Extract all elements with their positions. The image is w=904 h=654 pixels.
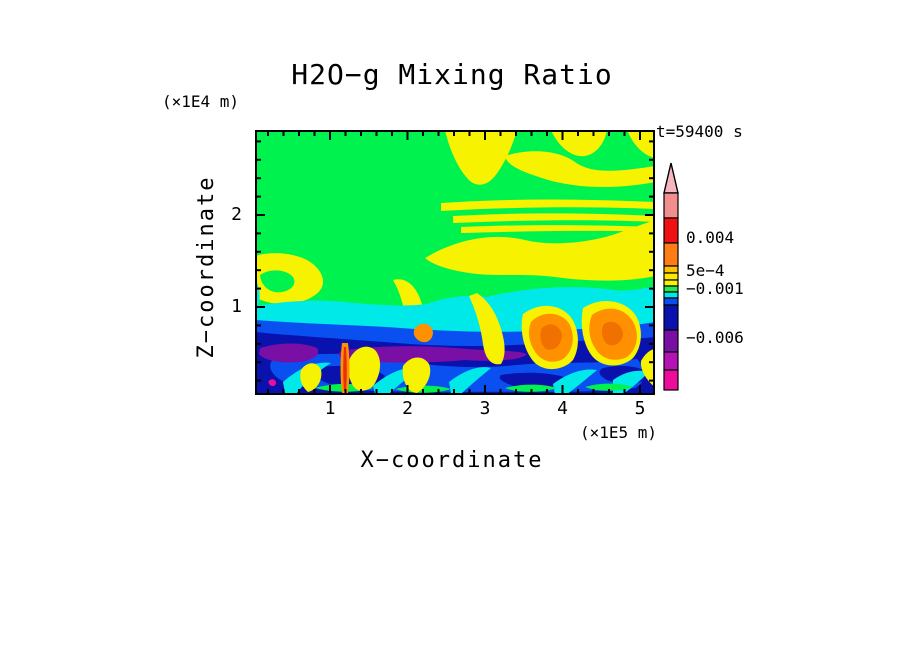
contour-region-red_orange xyxy=(343,347,347,391)
colorbar-arrow-tip xyxy=(663,162,679,194)
x-tick-label-4: 4 xyxy=(557,398,568,419)
x-axis-title: X−coordinate xyxy=(360,448,544,473)
x-tick-label-3: 3 xyxy=(479,398,491,419)
colorbar-label-0: 0.004 xyxy=(686,228,735,247)
y-tick-label-2: 2 xyxy=(231,204,242,225)
contour-region-yellow xyxy=(347,346,381,391)
colorbar-segment-3 xyxy=(663,265,679,274)
contour-region-orange xyxy=(413,323,433,343)
contour-region-yellow xyxy=(453,213,655,223)
colorbar-segment-8 xyxy=(663,297,679,306)
contour-region-yellow xyxy=(505,151,655,188)
page-title: H2O−g Mixing Ratio xyxy=(291,58,613,91)
contour-region-yellow xyxy=(425,220,655,281)
contour-plot xyxy=(255,130,655,395)
contour-region-orange_deep xyxy=(602,321,623,346)
colorbar-segment-4 xyxy=(663,272,679,281)
colorbar-segment-0 xyxy=(663,192,679,219)
colorbar-segment-2 xyxy=(663,242,679,267)
contour-region-orange_deep xyxy=(540,324,562,350)
contour-region-yellow xyxy=(461,225,655,233)
contour-region-green xyxy=(260,270,295,293)
contour-region-yellow xyxy=(402,357,431,393)
contour-region-green xyxy=(585,383,633,391)
y-tick-label-1: 1 xyxy=(231,296,242,317)
contour-region-yellow xyxy=(640,349,655,387)
contour-region-yellow xyxy=(441,199,655,211)
x-tick-label-2: 2 xyxy=(402,398,413,419)
contour-region-yellow xyxy=(445,130,517,185)
colorbar-label-2: −0.001 xyxy=(686,279,744,298)
colorbar-label-1: 5e−4 xyxy=(686,261,725,280)
contour-region-yellow xyxy=(469,293,505,365)
colorbar-segment-9 xyxy=(663,304,679,331)
contour-region-green xyxy=(505,384,557,392)
time-annotation: t=59400 s xyxy=(656,122,743,141)
colorbar-label-3: −0.006 xyxy=(686,328,744,347)
x-axis-unit: (×1E5 m) xyxy=(579,423,657,442)
colorbar-segment-5 xyxy=(663,279,679,287)
colorbar-segment-10 xyxy=(663,329,679,353)
colorbar-segment-11 xyxy=(663,351,679,371)
contour-region-magenta xyxy=(268,379,276,387)
contour-region-yellow xyxy=(551,130,607,157)
contour-region-purple xyxy=(259,343,319,363)
colorbar-segment-7 xyxy=(663,291,679,299)
y-axis-unit: (×1E4 m) xyxy=(162,92,240,111)
y-axis-title: Z−coordinate xyxy=(194,175,219,359)
colorbar-segment-6 xyxy=(663,285,679,293)
contour-region-cyan xyxy=(449,367,491,394)
contour-region-yellow xyxy=(300,363,322,392)
contour-region-cyan xyxy=(553,369,597,394)
plot-border xyxy=(255,130,655,395)
colorbar-segment-12 xyxy=(663,369,679,391)
x-tick-label-5: 5 xyxy=(634,398,646,419)
colorbar-segment-1 xyxy=(663,217,679,244)
x-tick-label-1: 1 xyxy=(324,398,336,419)
contour-region-purple xyxy=(339,346,527,363)
contour-region-yellow xyxy=(627,130,655,158)
colorbar xyxy=(663,162,679,391)
